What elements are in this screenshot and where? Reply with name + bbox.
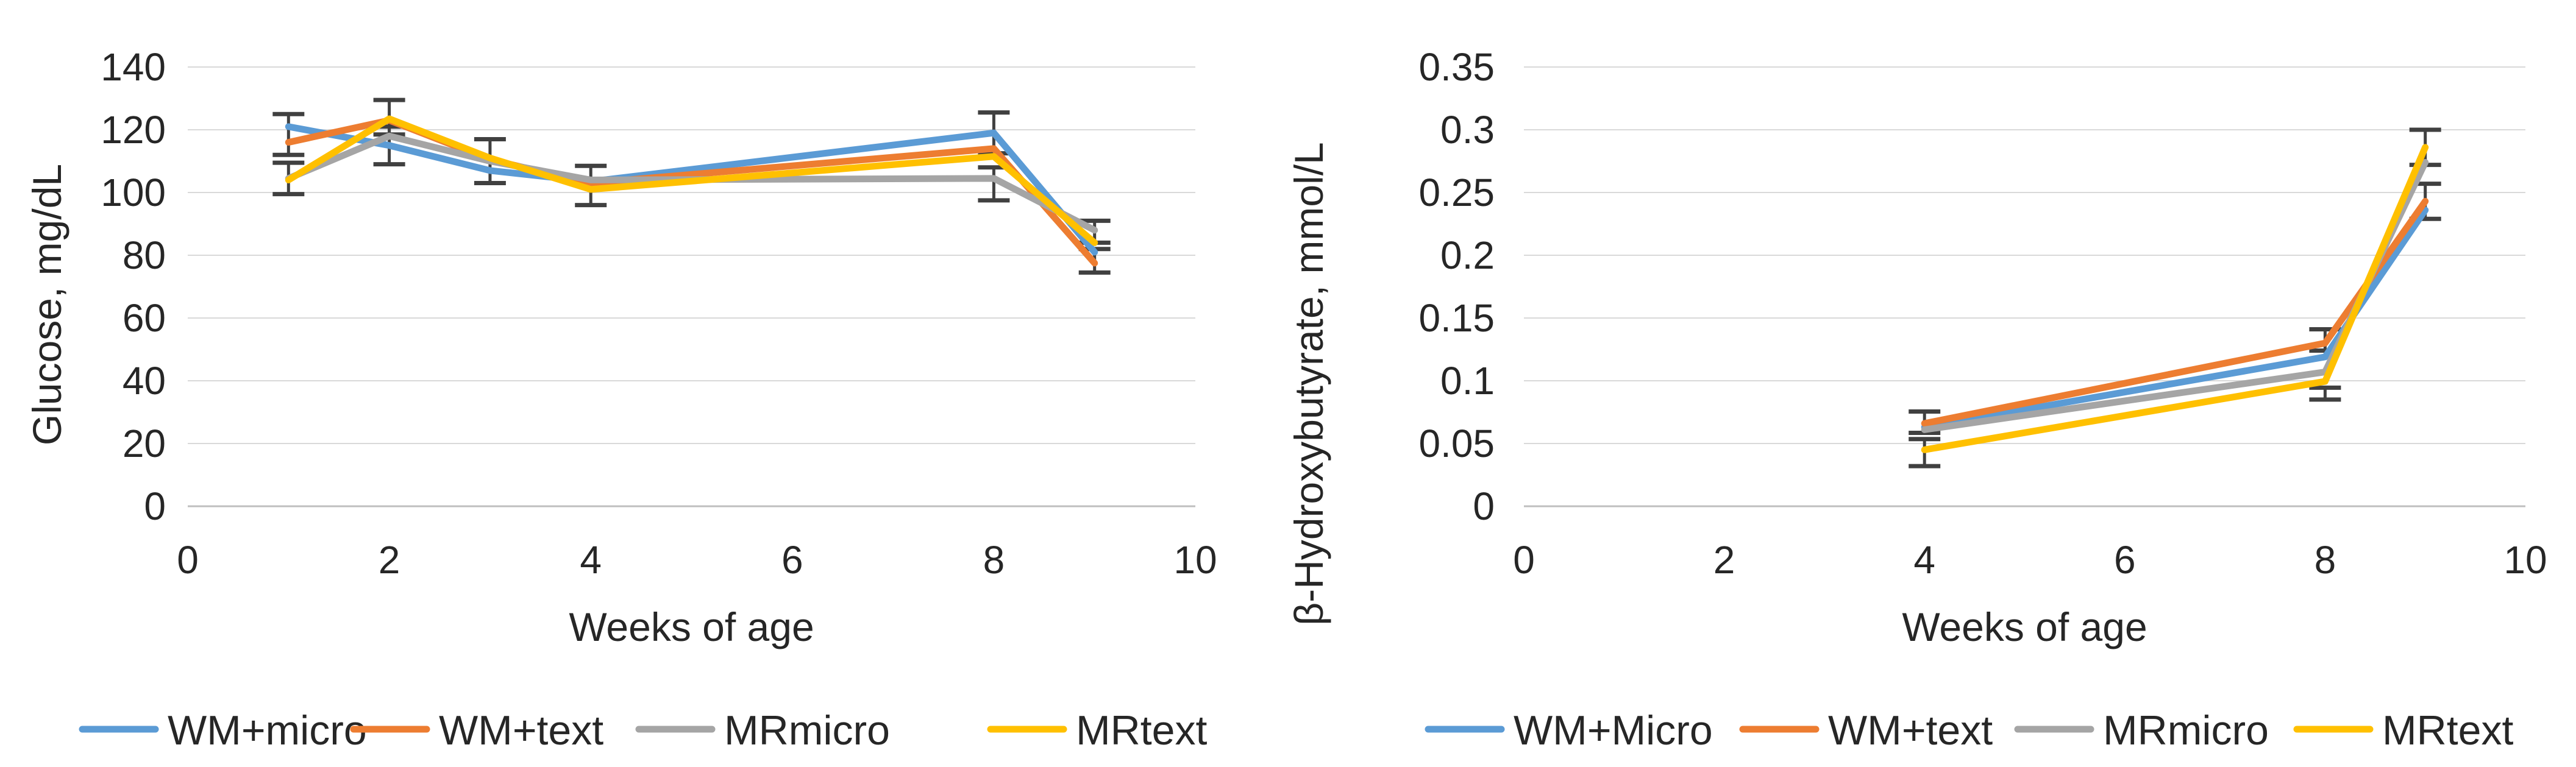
y-tick-label: 0.3 bbox=[1440, 108, 1495, 152]
y-tick-labels: 0.35 0.3 0.25 0.2 0.15 0.1 0.05 0 bbox=[1418, 45, 1495, 528]
y-tick-label: 0.25 bbox=[1418, 171, 1495, 214]
x-tick-labels: 0 2 4 6 8 10 bbox=[177, 538, 1217, 582]
y-axis-title: β-Hydroxybutyrate, mmol/L bbox=[1286, 142, 1331, 626]
x-tick-label: 6 bbox=[781, 538, 803, 582]
legend-label-MRtext: MRtext bbox=[1076, 707, 1207, 754]
gridlines bbox=[1524, 66, 2525, 507]
y-tick-label: 20 bbox=[123, 422, 166, 465]
legend-label-MRmicro: MRmicro bbox=[2103, 707, 2269, 754]
x-tick-label: 4 bbox=[580, 538, 602, 582]
y-tick-label: 0.15 bbox=[1418, 296, 1495, 340]
bhb-chart-plot: 0.35 0.3 0.25 0.2 0.15 0.1 0.05 00 2 4 6 8 10 Weeks o… bbox=[1286, 45, 2547, 754]
x-tick-label: 2 bbox=[379, 538, 400, 582]
series-line-WM+Micro bbox=[1921, 207, 2429, 431]
x-tick-label: 8 bbox=[2314, 538, 2336, 582]
y-tick-label: 140 bbox=[101, 45, 166, 89]
legend-label-WM+micro: WM+micro bbox=[168, 707, 367, 754]
y-tick-label: 60 bbox=[123, 296, 166, 340]
y-tick-label: 120 bbox=[101, 108, 166, 152]
y-tick-label: 0.35 bbox=[1418, 45, 1495, 89]
x-tick-label: 0 bbox=[177, 538, 199, 582]
y-tick-label: 80 bbox=[123, 233, 166, 277]
legend: WM+Micro WM+text MRmicro MRtext bbox=[1425, 707, 2513, 754]
y-tick-label: 0.05 bbox=[1418, 422, 1495, 465]
x-tick-label: 10 bbox=[1173, 538, 1217, 582]
x-tick-labels: 0 2 4 6 8 10 bbox=[1513, 538, 2547, 582]
error-bars bbox=[272, 97, 1111, 275]
glucose-chart-plot: 140 120 100 80 60 40 20 00 2 4 6 8 10 Weeks of age Glu… bbox=[24, 45, 1217, 754]
y-tick-label: 0.2 bbox=[1440, 233, 1495, 277]
series-line-MRtext bbox=[1921, 144, 2429, 453]
x-tick-label: 2 bbox=[1713, 538, 1735, 582]
x-tick-label: 10 bbox=[2503, 538, 2547, 582]
x-tick-label: 0 bbox=[1513, 538, 1535, 582]
x-axis-title: Weeks of age bbox=[569, 604, 814, 649]
legend-label-MRmicro: MRmicro bbox=[724, 707, 890, 754]
y-tick-label: 0 bbox=[144, 484, 166, 528]
bhb-chart-figure: 0.35 0.3 0.25 0.2 0.15 0.1 0.05 0 0 2 4 6 8 10 Weeks o… bbox=[1280, 0, 2576, 767]
y-tick-label: 0.1 bbox=[1440, 359, 1495, 403]
legend-label-WM+text: WM+text bbox=[439, 707, 603, 754]
x-tick-label: 8 bbox=[983, 538, 1005, 582]
legend-label-WM+text: WM+text bbox=[1828, 707, 1993, 754]
series-line-WM+micro bbox=[285, 123, 1098, 256]
y-tick-label: 40 bbox=[123, 359, 166, 403]
y-tick-labels: 140 120 100 80 60 40 20 0 bbox=[101, 45, 166, 528]
glucose-chart-figure: 140 120 100 80 60 40 20 0 0 2 4 6 8 10 Weeks of age Glu… bbox=[0, 0, 1280, 767]
series-line-MRtext bbox=[285, 115, 1098, 246]
legend: WM+micro WM+text MRmicro MRtext bbox=[79, 707, 1207, 754]
legend-label-WM+Micro: WM+Micro bbox=[1514, 707, 1713, 754]
x-tick-label: 6 bbox=[2114, 538, 2136, 582]
y-tick-label: 0 bbox=[1473, 484, 1495, 528]
y-axis-title: Glucose, mg/dL bbox=[24, 164, 69, 445]
legend-label-MRtext: MRtext bbox=[2382, 707, 2513, 754]
series-line-WM+text bbox=[1921, 197, 2429, 427]
x-tick-label: 4 bbox=[1913, 538, 1935, 582]
series-line-MRmicro bbox=[1921, 159, 2429, 433]
y-tick-label: 100 bbox=[101, 171, 166, 214]
x-axis-title: Weeks of age bbox=[1902, 604, 2147, 649]
